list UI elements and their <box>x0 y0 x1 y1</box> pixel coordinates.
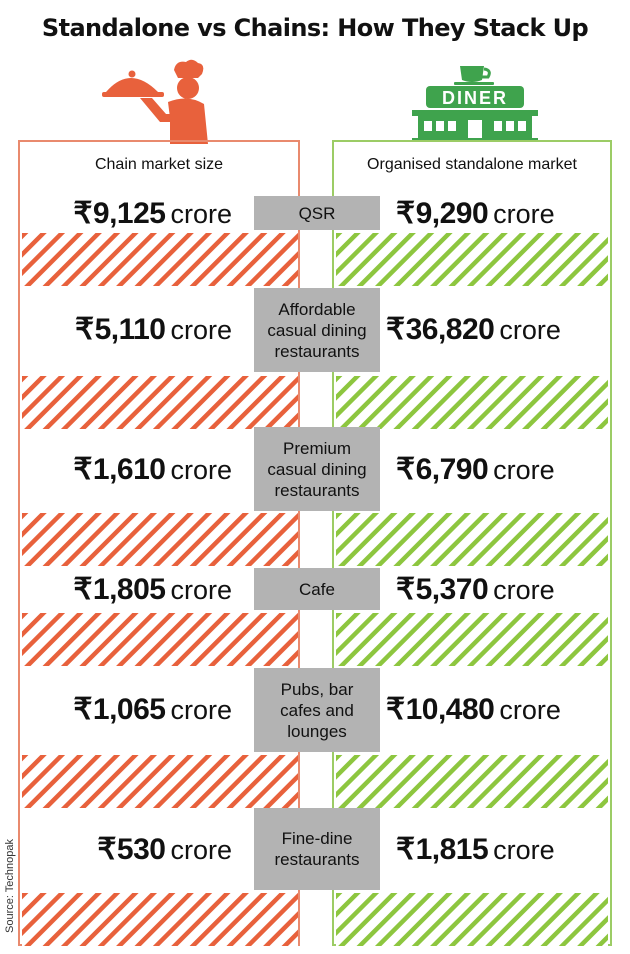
chain-value-0: ₹9,125 crore <box>73 196 232 231</box>
category-label-1: Affordable casual dining restaurants <box>254 288 380 372</box>
chain-value-3: ₹1,805 crore <box>73 572 232 607</box>
unit-label: crore <box>170 575 232 605</box>
standalone-column-header: Organised standalone market <box>367 156 577 173</box>
rupee-symbol: ₹ <box>386 313 405 346</box>
standalone-hatch-bar-1 <box>336 376 608 429</box>
chain-number-1: 5,110 <box>94 313 166 346</box>
standalone-value-2: ₹6,790 crore <box>396 452 555 487</box>
rupee-symbol: ₹ <box>396 833 415 866</box>
rupee-symbol: ₹ <box>396 573 415 606</box>
chain-number-5: 530 <box>116 833 166 866</box>
chain-number-2: 1,610 <box>92 453 166 486</box>
unit-label: crore <box>493 455 555 485</box>
standalone-hatch-bar-3 <box>336 613 608 666</box>
standalone-value-0: ₹9,290 crore <box>396 196 555 231</box>
chain-column-header: Chain market size <box>94 156 224 173</box>
rupee-symbol: ₹ <box>396 453 415 486</box>
chain-number-0: 9,125 <box>92 197 166 230</box>
standalone-value-5: ₹1,815 crore <box>396 832 555 867</box>
chain-hatch-bar-2 <box>22 513 298 566</box>
standalone-number-0: 9,290 <box>415 197 489 230</box>
unit-label: crore <box>170 455 232 485</box>
rupee-symbol: ₹ <box>97 833 116 866</box>
rupee-symbol: ₹ <box>74 313 94 346</box>
standalone-value-3: ₹5,370 crore <box>396 572 555 607</box>
unit-label: crore <box>499 315 561 345</box>
chain-value-4: ₹1,065 crore <box>73 692 232 727</box>
diner-building-icon: DINER <box>412 66 538 142</box>
chain-value-2: ₹1,610 crore <box>73 452 232 487</box>
standalone-number-3: 5,370 <box>415 573 489 606</box>
unit-label: crore <box>170 199 232 229</box>
standalone-hatch-bar-4 <box>336 755 608 808</box>
category-label-0: QSR <box>254 196 380 230</box>
rupee-symbol: ₹ <box>73 573 92 606</box>
category-label-3: Cafe <box>254 568 380 610</box>
standalone-number-2: 6,790 <box>415 453 489 486</box>
chart-title: Standalone vs Chains: How They Stack Up <box>41 14 589 42</box>
standalone-number-1: 36,820 <box>405 313 495 346</box>
standalone-value-1: ₹36,820 crore <box>386 312 561 347</box>
chain-hatch-bar-4 <box>22 755 298 808</box>
unit-label: crore <box>499 695 561 725</box>
source-note: Source: Technopak <box>4 839 16 933</box>
unit-label: crore <box>493 575 555 605</box>
rupee-symbol: ₹ <box>73 453 92 486</box>
rupee-symbol: ₹ <box>73 197 92 230</box>
diner-sign-text: DINER <box>442 88 508 108</box>
standalone-hatch-bar-0 <box>336 233 608 286</box>
category-label-5: Fine-dine restaurants <box>254 808 380 890</box>
rupee-symbol: ₹ <box>396 197 415 230</box>
standalone-hatch-bar-5 <box>336 893 608 946</box>
chain-hatch-bar-3 <box>22 613 298 666</box>
category-label-4: Pubs, bar cafes and lounges <box>254 668 380 752</box>
unit-label: crore <box>170 695 232 725</box>
unit-label: crore <box>493 199 555 229</box>
chain-hatch-bar-1 <box>22 376 298 429</box>
chain-hatch-bar-0 <box>22 233 298 286</box>
chef-serving-cloche-icon <box>102 59 208 144</box>
chain-value-1: ₹5,110 crore <box>75 312 232 347</box>
standalone-number-4: 10,480 <box>405 693 495 726</box>
standalone-number-5: 1,815 <box>415 833 489 866</box>
unit-label: crore <box>493 835 555 865</box>
rupee-symbol: ₹ <box>386 693 405 726</box>
rupee-symbol: ₹ <box>73 693 92 726</box>
standalone-value-4: ₹10,480 crore <box>386 692 561 727</box>
category-label-2: Premium casual dining restaurants <box>254 427 380 511</box>
chain-hatch-bar-5 <box>22 893 298 946</box>
chain-number-4: 1,065 <box>92 693 166 726</box>
unit-label: crore <box>170 835 232 865</box>
unit-label: crore <box>170 315 232 345</box>
chain-value-5: ₹530 crore <box>97 832 232 867</box>
standalone-hatch-bar-2 <box>336 513 608 566</box>
chain-number-3: 1,805 <box>92 573 166 606</box>
